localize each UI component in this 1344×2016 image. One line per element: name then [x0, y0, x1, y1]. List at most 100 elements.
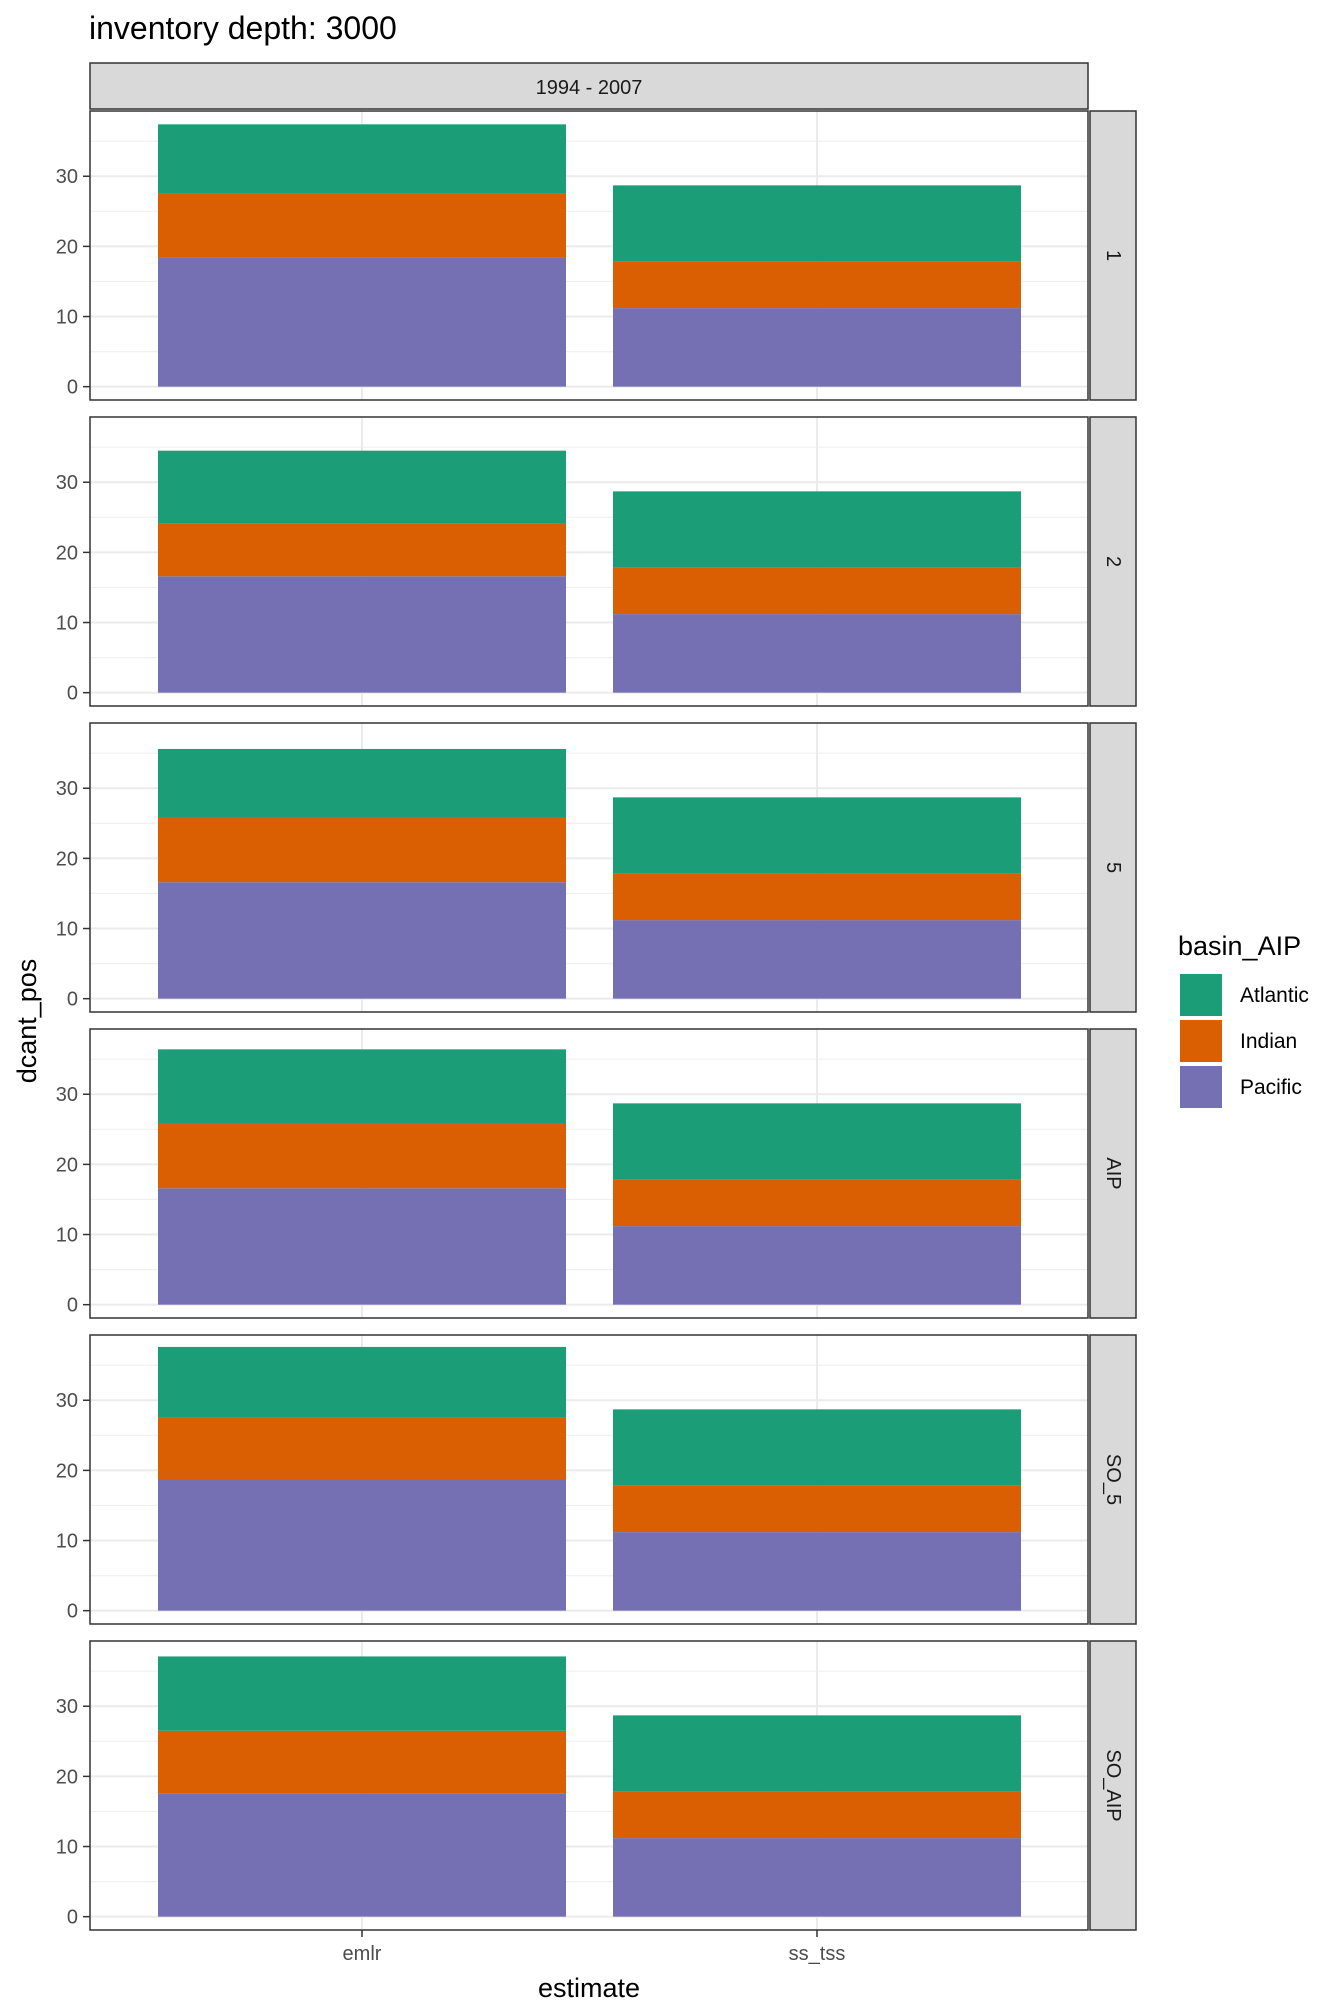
bar-emlr-indian	[158, 1122, 566, 1189]
panel-border	[89, 416, 1089, 707]
row-strip-label: AIP	[1102, 1157, 1124, 1189]
bar-ss-tss-pacific	[613, 1838, 1021, 1917]
panel-so-aip: 0 10 20 30 SO_AIP	[56, 1640, 1137, 1931]
chart-title: inventory depth: 3000	[89, 10, 397, 46]
bar-ss-tss-indian	[613, 567, 1021, 615]
bar-ss-tss-atlantic	[613, 185, 1021, 262]
column-strip: 1994 - 2007	[89, 62, 1089, 110]
y-tick-label: 10	[56, 307, 78, 329]
bar-emlr-indian	[158, 523, 566, 577]
y-tick-label: 0	[67, 377, 78, 399]
bar-ss-tss-atlantic	[613, 491, 1021, 568]
row-strip-label: SO_AIP	[1102, 1749, 1124, 1821]
y-axis-title: dcant_pos	[12, 959, 42, 1084]
bar-emlr-pacific	[158, 576, 566, 693]
row-strip-label: SO_5	[1102, 1454, 1124, 1505]
bar-emlr-atlantic	[158, 748, 566, 817]
legend-label-atlantic: Atlantic	[1240, 984, 1309, 1007]
bar-emlr-atlantic	[158, 1049, 566, 1123]
y-tick-label: 20	[56, 236, 78, 258]
legend-key-pacific	[1180, 1066, 1222, 1108]
y-tick-label: 20	[56, 1766, 78, 1788]
bar-emlr-indian	[158, 1417, 566, 1480]
panel-border	[89, 722, 1089, 1013]
y-tick-label: 0	[67, 989, 78, 1011]
column-strip-label: 1994 - 2007	[536, 77, 643, 99]
legend: basin_AIP Atlantic Indian Pacific	[1178, 931, 1309, 1108]
y-tick-label: 30	[56, 1084, 78, 1106]
y-tick-label: 10	[56, 1837, 78, 1859]
bar-ss-tss-indian	[613, 1485, 1021, 1533]
bar-emlr-indian	[158, 816, 566, 883]
bar-ss-tss-indian	[613, 261, 1021, 309]
bar-ss-tss-pacific	[613, 1226, 1021, 1305]
legend-label-indian: Indian	[1240, 1030, 1297, 1053]
y-tick-label: 30	[56, 1390, 78, 1412]
bar-ss-tss-atlantic	[613, 1715, 1021, 1792]
panels: 0102030101020302010203050102030AIP010203…	[56, 110, 1137, 1931]
panel-border	[89, 1640, 1089, 1931]
y-tick-label: 10	[56, 613, 78, 635]
bar-emlr-atlantic	[158, 450, 566, 524]
x-axis: emlr ss_tss	[343, 1930, 846, 1965]
legend-title: basin_AIP	[1178, 931, 1301, 961]
y-tick-label: 10	[56, 919, 78, 941]
row-strip	[1089, 1640, 1137, 1931]
y-tick-label: 30	[56, 1696, 78, 1718]
y-tick-label: 10	[56, 1225, 78, 1247]
legend-key-atlantic	[1180, 974, 1222, 1016]
panel-border	[89, 1334, 1089, 1625]
bar-emlr-pacific	[158, 882, 566, 999]
row-strip	[1089, 416, 1137, 707]
panel-border	[89, 1028, 1089, 1319]
panel-so-5: 0 10 20 30 SO_5	[56, 1334, 1137, 1625]
bar-ss-tss-pacific	[613, 920, 1021, 999]
panel-border	[89, 110, 1089, 401]
y-tick-label: 0	[67, 1295, 78, 1317]
y-tick-label: 0	[67, 1601, 78, 1623]
bar-emlr-atlantic	[158, 1656, 566, 1731]
y-tick-label: 20	[56, 1154, 78, 1176]
bar-ss-tss-atlantic	[613, 797, 1021, 874]
bar-emlr-pacific	[158, 1188, 566, 1305]
legend-label-pacific: Pacific	[1240, 1076, 1302, 1099]
bar-ss-tss-pacific	[613, 1532, 1021, 1611]
bar-emlr-indian	[158, 193, 566, 258]
y-tick-label: 10	[56, 1531, 78, 1553]
y-tick-label: 30	[56, 166, 78, 188]
bar-ss-tss-indian	[613, 873, 1021, 921]
bar-ss-tss-atlantic	[613, 1103, 1021, 1180]
y-tick-label: 20	[56, 848, 78, 870]
bar-emlr-indian	[158, 1730, 566, 1794]
row-strip-label: 5	[1102, 862, 1124, 873]
y-tick-label: 0	[67, 1907, 78, 1929]
y-tick-label: 30	[56, 778, 78, 800]
bar-ss-tss-pacific	[613, 308, 1021, 387]
x-axis-title: estimate	[538, 1973, 640, 2003]
bar-ss-tss-indian	[613, 1791, 1021, 1839]
panel-5: 0 10 20 30 5	[56, 722, 1137, 1013]
bar-ss-tss-pacific	[613, 614, 1021, 693]
row-strip	[1089, 110, 1137, 401]
bar-emlr-pacific	[158, 1793, 566, 1917]
row-strip	[1089, 722, 1137, 1013]
x-tick-label: ss_tss	[789, 1943, 846, 1965]
bar-emlr-pacific	[158, 1479, 566, 1611]
row-strip	[1089, 1334, 1137, 1625]
panel-1: 0 10 20 30 1	[56, 110, 1137, 401]
row-strip-label: 2	[1102, 556, 1124, 567]
y-tick-label: 20	[56, 542, 78, 564]
panel-2: 0 10 20 30 2	[56, 416, 1137, 707]
bar-ss-tss-indian	[613, 1179, 1021, 1227]
legend-key-indian	[1180, 1020, 1222, 1062]
y-tick-label: 30	[56, 472, 78, 494]
x-tick-label: emlr	[343, 1943, 382, 1965]
y-tick-label: 0	[67, 683, 78, 705]
panel-aip: 0 10 20 30 AIP	[56, 1028, 1137, 1319]
bar-emlr-atlantic	[158, 1346, 566, 1418]
bar-emlr-pacific	[158, 257, 566, 387]
row-strip	[1089, 1028, 1137, 1319]
y-tick-label: 20	[56, 1460, 78, 1482]
bar-ss-tss-atlantic	[613, 1409, 1021, 1486]
